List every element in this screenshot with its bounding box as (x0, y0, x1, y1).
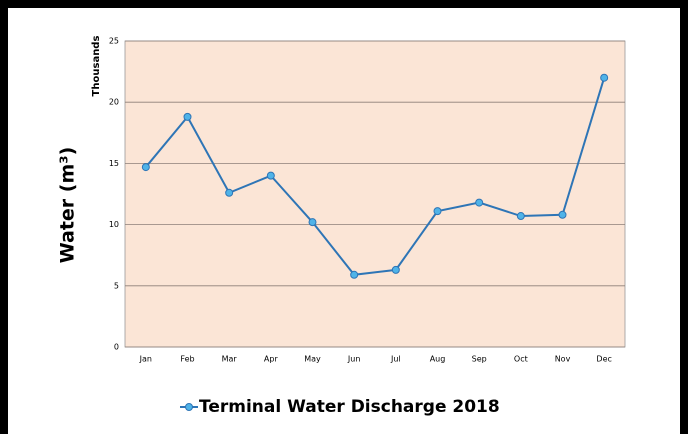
data-point (558, 210, 567, 219)
legend-label: Terminal Water Discharge 2018 (199, 397, 500, 417)
data-point (516, 212, 525, 221)
data-point (266, 171, 275, 180)
x-tick-label: Dec (596, 355, 611, 364)
data-point (391, 265, 400, 274)
y-axis-label: Water (m³) (57, 147, 79, 264)
x-tick-label: Apr (264, 355, 279, 364)
data-point (475, 198, 484, 207)
x-tick-label: Oct (514, 355, 528, 364)
y-tick-label: 0 (114, 343, 119, 352)
legend-marker (185, 403, 193, 411)
x-tick-label: Nov (555, 355, 571, 364)
x-tick-label: Jun (347, 355, 361, 364)
y-tick-label: 20 (109, 98, 119, 107)
data-point (225, 188, 234, 197)
x-tick-label: Aug (430, 355, 446, 364)
y-tick-label: 5 (114, 281, 119, 290)
data-point (433, 207, 442, 216)
data-point (600, 73, 609, 82)
y-tick-label: 10 (109, 220, 119, 229)
x-tick-label: Jul (390, 355, 401, 364)
x-tick-label: May (304, 355, 321, 364)
y-tick-label: 25 (109, 37, 119, 46)
x-tick-label: Jan (139, 355, 152, 364)
y-tick-label: 15 (109, 159, 119, 168)
plot-area (124, 40, 626, 348)
data-point (308, 218, 317, 227)
x-tick-label: Feb (180, 355, 194, 364)
x-tick-label: Sep (472, 355, 487, 364)
series-line (145, 77, 606, 276)
x-tick-label: Mar (222, 355, 238, 364)
data-point (141, 163, 150, 172)
y-unit-label: Thousands (91, 36, 102, 97)
data-point (350, 270, 359, 279)
data-point (183, 112, 192, 121)
